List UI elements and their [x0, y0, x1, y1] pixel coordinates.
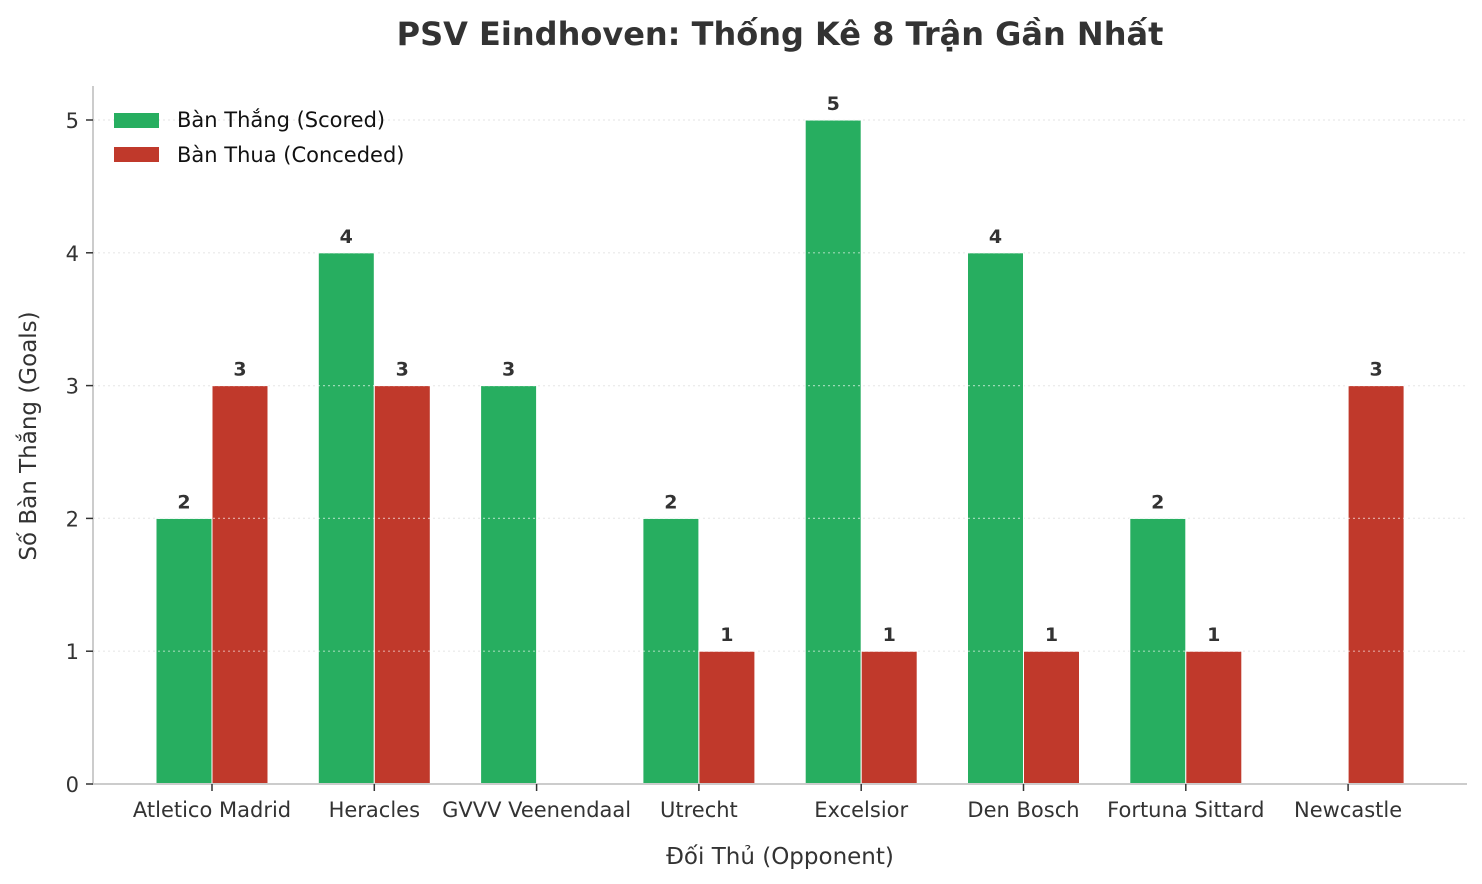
- bar-conceded: [211, 385, 269, 785]
- x-axis-label: Đối Thủ (Opponent): [666, 844, 894, 870]
- bar-value-label: 1: [1207, 624, 1220, 646]
- bar-conceded: [698, 650, 756, 785]
- bar-value-label: 2: [1151, 491, 1164, 513]
- x-tick-label: Fortuna Sittard: [1107, 798, 1264, 822]
- bar-value-label: 2: [664, 491, 677, 513]
- x-tick-label: Den Bosch: [967, 798, 1079, 822]
- bar-scored: [642, 517, 700, 785]
- x-tick-label: Utrecht: [660, 798, 738, 822]
- bar-value-label: 1: [883, 624, 896, 646]
- bar-value-label: 3: [502, 359, 515, 381]
- bar-value-label: 3: [396, 359, 409, 381]
- bar-value-label: 1: [1045, 624, 1058, 646]
- bar-scored: [317, 252, 375, 785]
- y-axis-label: Số Bàn Thắng (Goals): [15, 311, 42, 560]
- x-tick-label: Excelsior: [814, 798, 908, 822]
- bar-value-label: 3: [233, 359, 246, 381]
- bar-value-labels: 2 3 4 3 3 2 1 5 1 4 1 2 1 3: [177, 93, 1382, 646]
- y-tick-label: 2: [66, 507, 79, 531]
- bar-value-label: 4: [340, 226, 353, 248]
- x-tick-label: Atletico Madrid: [133, 798, 291, 822]
- y-tick-label: 5: [66, 109, 79, 133]
- bar-value-label: 1: [720, 624, 733, 646]
- x-tick-label: GVVV Veenendaal: [442, 798, 631, 822]
- bar-value-label: 2: [177, 491, 190, 513]
- bar-value-label: 5: [827, 93, 840, 115]
- legend-label-conceded: Bàn Thua (Conceded): [177, 143, 405, 167]
- gridlines-overlay: [93, 119, 1467, 652]
- bar-conceded: [1185, 650, 1243, 785]
- bar-conceded: [373, 385, 431, 785]
- y-tick-label: 3: [66, 375, 79, 399]
- bar-scored: [967, 252, 1024, 785]
- x-tick-label: Newcastle: [1294, 798, 1402, 822]
- y-tick-label: 1: [66, 640, 79, 664]
- bar-value-label: 4: [989, 226, 1002, 248]
- y-tick-label: 4: [66, 242, 79, 266]
- legend-label-scored: Bàn Thắng (Scored): [177, 108, 385, 132]
- bar-scored: [804, 119, 862, 785]
- bar-scored: [480, 385, 538, 785]
- y-tick-label: 0: [66, 773, 79, 797]
- y-axis-ticks: 0 1 2 3 4 5: [66, 109, 93, 797]
- legend-swatch-scored: [114, 113, 159, 128]
- bar-conceded: [860, 650, 918, 785]
- bars: [155, 119, 1405, 785]
- bar-value-label: 3: [1369, 359, 1382, 381]
- chart-title: PSV Eindhoven: Thống Kê 8 Trận Gần Nhất: [397, 15, 1164, 53]
- x-tick-label: Heracles: [329, 798, 420, 822]
- legend: Bàn Thắng (Scored) Bàn Thua (Conceded): [114, 108, 405, 167]
- x-axis-ticks: Atletico Madrid Heracles GVVV Veenendaal Ut…: [133, 784, 1402, 822]
- bar-conceded: [1023, 650, 1080, 785]
- bar-conceded: [1347, 385, 1405, 785]
- legend-swatch-conceded: [114, 147, 159, 162]
